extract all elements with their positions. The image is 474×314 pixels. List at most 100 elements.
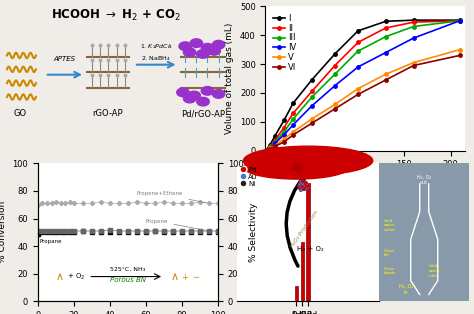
III	[263, 149, 268, 153]
VI	[355, 93, 361, 96]
Text: $\wedge$: $\wedge$	[55, 271, 64, 282]
Bar	[295, 286, 298, 301]
Propane	[39, 230, 45, 234]
Text: 525°C, NH₃: 525°C, NH₃	[110, 267, 146, 272]
Legend: Pd, Au, Ni: Pd, Au, Ni	[240, 167, 257, 187]
I	[332, 52, 338, 56]
Propane	[161, 230, 167, 234]
I	[272, 134, 278, 138]
Propane	[107, 230, 113, 234]
Propane	[67, 230, 73, 234]
Line: III: III	[264, 19, 462, 153]
V	[267, 147, 273, 150]
II	[281, 126, 287, 129]
III	[267, 145, 273, 149]
Bar	[307, 183, 310, 301]
Propane	[71, 230, 77, 234]
Propene	[49, 229, 55, 233]
Text: Cold
water
outlet: Cold water outlet	[384, 219, 396, 232]
Propene	[197, 229, 203, 233]
Propene+Ethene	[62, 202, 68, 205]
Propene+Ethene	[98, 200, 104, 204]
II	[267, 144, 273, 148]
IV	[272, 142, 278, 145]
Propene	[62, 229, 68, 233]
VI	[291, 133, 296, 137]
Propene	[116, 229, 122, 233]
Text: Cold
water
inlet: Cold water inlet	[428, 264, 440, 278]
Propane	[197, 230, 203, 234]
Propane	[170, 230, 176, 234]
Propene	[58, 229, 64, 233]
Propane	[134, 230, 140, 234]
Text: H₂, O₂
in: H₂, O₂ in	[399, 284, 413, 295]
III	[281, 130, 287, 134]
Text: Porous BN: Porous BN	[110, 277, 146, 283]
Text: + O$_2$: + O$_2$	[66, 272, 85, 282]
I	[355, 29, 361, 33]
II	[291, 111, 296, 115]
IV	[281, 133, 287, 137]
Y-axis label: Volume of total gas (mL): Volume of total gas (mL)	[225, 23, 234, 134]
Text: APTES: APTES	[54, 56, 76, 62]
Text: Propene+Ethene: Propene+Ethene	[137, 191, 206, 203]
VI	[263, 149, 268, 153]
Circle shape	[183, 94, 196, 103]
Y-axis label: % Selectivity: % Selectivity	[249, 203, 258, 262]
Propene	[215, 229, 221, 233]
Text: Glass
frit: Glass frit	[384, 249, 395, 257]
Propane	[179, 230, 185, 234]
VI	[457, 53, 463, 57]
III	[457, 19, 463, 23]
Circle shape	[201, 87, 214, 95]
III	[332, 72, 338, 76]
Text: HCOOH $\rightarrow$ H$_2$ + CO$_2$: HCOOH $\rightarrow$ H$_2$ + CO$_2$	[51, 8, 181, 23]
Line: IV: IV	[264, 19, 462, 153]
I	[263, 149, 268, 153]
Propene+Ethene	[67, 200, 73, 204]
Propene+Ethene	[44, 202, 50, 205]
Propene+Ethene	[197, 200, 203, 204]
Propene	[125, 229, 131, 233]
Propene+Ethene	[58, 202, 64, 205]
Propene	[71, 229, 77, 233]
Circle shape	[208, 46, 220, 55]
IV	[383, 51, 389, 54]
Text: Propane: Propane	[38, 234, 62, 244]
Propene+Ethene	[170, 202, 176, 205]
Propene	[152, 229, 158, 233]
Propene	[170, 229, 176, 233]
Text: GO: GO	[14, 109, 27, 118]
Line: Propene: Propene	[36, 228, 219, 232]
VI	[309, 122, 315, 125]
V	[355, 87, 361, 90]
Line: I: I	[264, 19, 462, 153]
Line: Propene+Ethene: Propene+Ethene	[36, 200, 219, 206]
Circle shape	[212, 89, 225, 98]
IV	[263, 149, 268, 153]
Line: II: II	[264, 19, 462, 153]
Propene	[89, 229, 95, 233]
II	[355, 41, 361, 44]
Text: Pd/rGO-AP: Pd/rGO-AP	[181, 109, 225, 118]
Propene+Ethene	[143, 202, 149, 205]
Propene	[143, 229, 149, 233]
Propene+Ethene	[152, 202, 158, 205]
Text: $\wedge$: $\wedge$	[171, 271, 179, 282]
II	[263, 149, 268, 153]
IV	[309, 104, 315, 108]
Propene+Ethene	[49, 202, 55, 205]
Text: H₂O₂: H₂O₂	[298, 163, 318, 172]
Propene	[179, 229, 185, 233]
Propane	[53, 230, 59, 234]
Text: rGO-AP: rGO-AP	[92, 109, 123, 118]
Propane	[188, 230, 194, 234]
V	[272, 143, 278, 147]
IV	[332, 84, 338, 88]
Propane	[80, 229, 86, 233]
Circle shape	[201, 43, 214, 52]
Propene	[35, 229, 41, 233]
VI	[267, 147, 273, 151]
III	[291, 117, 296, 121]
VI	[281, 140, 287, 144]
